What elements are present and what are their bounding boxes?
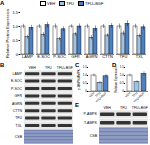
svg-text:TXL: TXL: [136, 54, 144, 59]
html-text:A: A: [0, 0, 5, 6]
svg-text:TFU: TFU: [120, 54, 128, 59]
html-text:B: B: [0, 62, 5, 68]
svg-text:1.0: 1.0: [120, 73, 125, 77]
svg-text:P-SOC: P-SOC: [11, 87, 23, 91]
svg-text:E-SOC: E-SOC: [11, 79, 23, 83]
svg-text:LAMP: LAMP: [12, 72, 22, 76]
svg-text:1.0: 1.0: [83, 73, 88, 77]
svg-text:0: 0: [122, 89, 124, 93]
html-text:C: C: [75, 62, 80, 68]
html-text:TFU+BGF: TFU+BGF: [85, 0, 104, 6]
svg-text:0.5: 0.5: [12, 38, 18, 43]
svg-text:TFU+BGF: TFU+BGF: [57, 66, 73, 70]
svg-text:GFR: GFR: [71, 54, 80, 59]
html-text:D: D: [112, 62, 117, 68]
svg-text:TFU+BGF: TFU+BGF: [132, 106, 148, 110]
svg-text:VEH: VEH: [104, 106, 112, 110]
svg-text:TFU: TFU: [120, 106, 127, 110]
svg-text:VEH: VEH: [88, 91, 96, 99]
svg-text:1.5: 1.5: [12, 10, 18, 15]
svg-text:1.5: 1.5: [120, 65, 125, 69]
svg-text:E-SOC: E-SOC: [37, 54, 50, 59]
svg-text:0.5: 0.5: [120, 81, 125, 85]
svg-text:TFU: TFU: [15, 116, 22, 120]
html-text:TFU: TFU: [66, 0, 74, 6]
svg-text:CTTN: CTTN: [102, 54, 113, 59]
svg-text:CSB: CSB: [15, 135, 23, 139]
svg-text:TFU: TFU: [45, 66, 52, 70]
svg-text:CTTN: CTTN: [13, 109, 23, 113]
svg-text:1.5: 1.5: [83, 65, 88, 69]
svg-text:1.0: 1.0: [12, 24, 18, 29]
svg-text:P-SOC: P-SOC: [53, 54, 66, 59]
svg-text:AGRN: AGRN: [12, 102, 23, 106]
svg-text:Relative Expression: Relative Expression: [114, 66, 118, 93]
svg-text:0.5: 0.5: [83, 81, 88, 85]
svg-text:p-AMPK/AMPK: p-AMPK/AMPK: [77, 69, 81, 90]
svg-text:GFR: GFR: [15, 94, 23, 98]
svg-text:LAMP: LAMP: [22, 54, 33, 59]
svg-text:Relative Protein Expression: Relative Protein Expression: [5, 9, 10, 58]
svg-text:TXL: TXL: [16, 124, 22, 128]
svg-text:T-AMPK: T-AMPK: [84, 121, 98, 125]
svg-text:0: 0: [85, 89, 87, 93]
svg-text:TFU+BGF: TFU+BGF: [133, 91, 146, 102]
svg-text:VEH: VEH: [29, 66, 37, 70]
svg-text:CSB: CSB: [90, 134, 98, 138]
svg-text:0: 0: [16, 52, 19, 57]
svg-text:TFU+BGF: TFU+BGF: [95, 91, 108, 102]
html-text:VEH: VEH: [47, 0, 56, 6]
svg-text:P-AMPK: P-AMPK: [84, 112, 98, 116]
html-text:E: E: [75, 102, 79, 108]
svg-text:VEH: VEH: [124, 91, 131, 98]
svg-text:AGRN: AGRN: [86, 54, 98, 59]
